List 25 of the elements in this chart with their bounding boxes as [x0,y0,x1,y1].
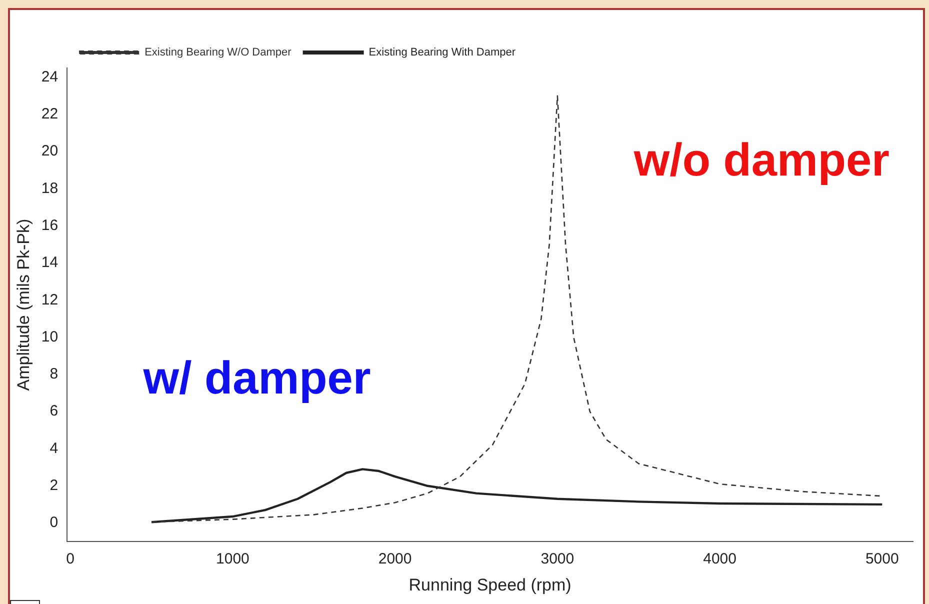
y-tick-label: 8 [50,366,58,383]
y-tick-label: 4 [50,440,58,457]
x-tick-label: 2000 [378,550,412,568]
x-tick-label: 3000 [540,550,574,568]
annotation: w/o damper [632,133,890,186]
y-tick-label: 12 [41,291,58,308]
x-axis-title: Running Speed (rpm) [408,575,572,594]
y-tick-label: 6 [50,402,58,420]
x-tick-label: 1000 [216,550,250,568]
y-tick-label: 20 [41,142,58,160]
x-tick-label: 4000 [703,550,736,568]
y-tick-label: 24 [41,68,58,86]
annotation: w/ damper [142,351,371,404]
x-tick-label: 0 [66,550,75,568]
y-tick-label: 16 [41,217,58,234]
y-tick-label: 2 [50,477,58,494]
y-axis-title: Amplitude (mils Pk-Pk) [14,218,33,391]
y-tick-label: 22 [41,106,58,123]
text: Existing Bearing W/O Damper [144,46,292,59]
x-tick-label: 5000 [865,550,899,568]
y-tick-label: 14 [41,254,58,272]
y-tick-label: 18 [41,180,58,197]
y-tick-label: 10 [41,328,58,346]
text: Existing Bearing With Damper [368,46,516,59]
y-tick-label: 0 [50,514,58,532]
